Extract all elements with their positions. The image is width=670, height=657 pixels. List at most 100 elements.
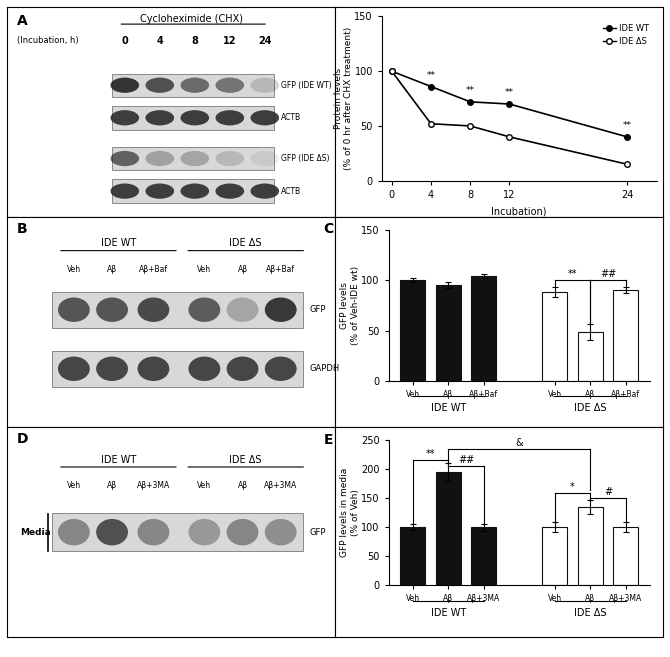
Text: 8: 8	[192, 36, 198, 47]
Text: GFP (IDE ΔS): GFP (IDE ΔS)	[281, 154, 329, 163]
Text: IDE WT: IDE WT	[100, 238, 136, 248]
Bar	[578, 332, 602, 381]
Text: Veh: Veh	[197, 481, 212, 490]
Ellipse shape	[216, 78, 244, 93]
Text: E: E	[323, 433, 333, 447]
Bar	[578, 507, 602, 585]
Text: ##: ##	[458, 455, 474, 465]
Ellipse shape	[251, 110, 279, 125]
Ellipse shape	[145, 110, 174, 125]
Bar	[112, 106, 275, 129]
Ellipse shape	[226, 519, 259, 545]
Bar	[613, 527, 638, 585]
Ellipse shape	[251, 151, 279, 166]
Text: **: **	[505, 89, 514, 97]
Text: Aβ: Aβ	[107, 481, 117, 490]
Ellipse shape	[58, 519, 90, 545]
Ellipse shape	[265, 519, 297, 545]
Ellipse shape	[96, 298, 128, 322]
Text: GFP: GFP	[310, 528, 326, 537]
Text: 4: 4	[156, 36, 163, 47]
Bar	[112, 179, 275, 203]
Legend: IDE WT, IDE ΔS: IDE WT, IDE ΔS	[600, 20, 653, 49]
Y-axis label: GFP levels in media
(% of Veh): GFP levels in media (% of Veh)	[340, 468, 360, 557]
Text: Aβ: Aβ	[237, 265, 248, 274]
Text: Media: Media	[20, 528, 50, 537]
Ellipse shape	[188, 357, 220, 381]
Bar	[542, 527, 567, 585]
Text: **: **	[466, 86, 475, 95]
Ellipse shape	[216, 151, 244, 166]
Ellipse shape	[216, 110, 244, 125]
Text: GAPDH: GAPDH	[310, 364, 340, 373]
Ellipse shape	[111, 151, 139, 166]
Ellipse shape	[180, 110, 209, 125]
Bar	[542, 292, 567, 381]
Bar	[52, 292, 303, 328]
Bar	[52, 351, 303, 386]
Ellipse shape	[137, 519, 170, 545]
Text: Aβ+3MA: Aβ+3MA	[137, 481, 170, 490]
Ellipse shape	[188, 298, 220, 322]
Bar	[436, 285, 461, 381]
Text: Veh: Veh	[67, 481, 81, 490]
Ellipse shape	[111, 183, 139, 199]
Bar	[472, 528, 496, 585]
Ellipse shape	[137, 357, 170, 381]
Text: **: **	[622, 122, 632, 130]
Text: Aβ+3MA: Aβ+3MA	[264, 481, 297, 490]
Text: ##: ##	[600, 269, 616, 279]
Text: IDE ΔS: IDE ΔS	[229, 238, 262, 248]
Bar	[401, 281, 425, 381]
Text: GFP: GFP	[310, 306, 326, 314]
Text: IDE ΔS: IDE ΔS	[574, 403, 606, 413]
Ellipse shape	[145, 78, 174, 93]
Text: #: #	[604, 487, 612, 497]
Text: GFP (IDE WT): GFP (IDE WT)	[281, 81, 332, 90]
Ellipse shape	[251, 78, 279, 93]
Text: Cycloheximide (CHX): Cycloheximide (CHX)	[140, 14, 243, 24]
Ellipse shape	[251, 183, 279, 199]
Text: Incubation): Incubation)	[492, 207, 547, 217]
Text: Aβ: Aβ	[237, 481, 248, 490]
Text: ACTB: ACTB	[281, 113, 301, 122]
Text: Aβ: Aβ	[107, 265, 117, 274]
Y-axis label: GFP levels
(% of Veh-IDE wt): GFP levels (% of Veh-IDE wt)	[340, 266, 360, 345]
Text: IDE ΔS: IDE ΔS	[229, 455, 262, 464]
Text: Veh: Veh	[67, 265, 81, 274]
Text: IDE WT: IDE WT	[100, 455, 136, 464]
Bar	[52, 513, 303, 551]
Text: C: C	[323, 222, 334, 237]
Ellipse shape	[58, 357, 90, 381]
Text: Aβ+Baf: Aβ+Baf	[139, 265, 168, 274]
Ellipse shape	[265, 357, 297, 381]
Bar	[112, 74, 275, 97]
Ellipse shape	[111, 78, 139, 93]
Ellipse shape	[145, 183, 174, 199]
Text: **: **	[426, 71, 436, 80]
Ellipse shape	[265, 298, 297, 322]
Text: IDE ΔS: IDE ΔS	[574, 608, 606, 618]
Ellipse shape	[111, 110, 139, 125]
Text: A: A	[17, 14, 27, 28]
Bar	[401, 527, 425, 585]
Bar	[112, 147, 275, 170]
Text: D: D	[17, 432, 28, 446]
Ellipse shape	[226, 357, 259, 381]
Text: **: **	[426, 449, 436, 459]
Text: B: B	[17, 222, 27, 236]
Ellipse shape	[96, 519, 128, 545]
Text: Aβ+Baf: Aβ+Baf	[266, 265, 295, 274]
Text: 0: 0	[121, 36, 128, 47]
Ellipse shape	[180, 183, 209, 199]
Ellipse shape	[216, 183, 244, 199]
Ellipse shape	[58, 298, 90, 322]
Text: *: *	[570, 482, 575, 492]
Ellipse shape	[180, 151, 209, 166]
Ellipse shape	[188, 519, 220, 545]
Text: IDE WT: IDE WT	[431, 608, 466, 618]
Text: 12: 12	[223, 36, 237, 47]
Text: &: &	[515, 438, 523, 447]
Y-axis label: Protein levels
(% of 0 hr after CHX treatment): Protein levels (% of 0 hr after CHX trea…	[334, 27, 353, 170]
Bar	[472, 277, 496, 381]
